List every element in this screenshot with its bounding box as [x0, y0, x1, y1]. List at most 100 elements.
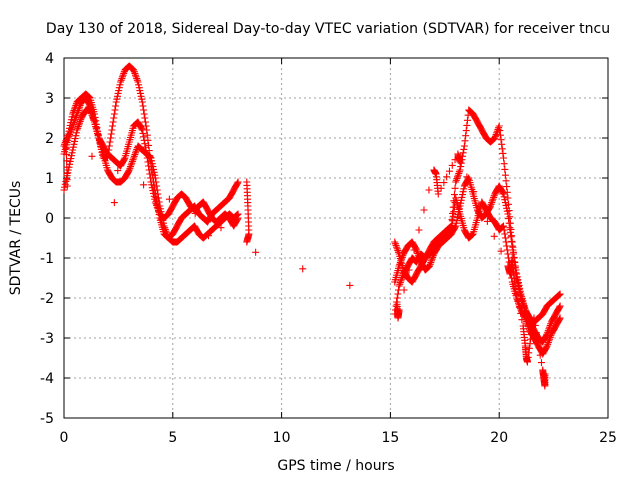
data-point	[437, 184, 445, 192]
data-point	[523, 358, 531, 366]
data-point	[131, 71, 139, 79]
y-tick-label: -4	[40, 371, 54, 387]
data-point	[130, 68, 138, 76]
data-point	[500, 222, 508, 230]
data-point	[141, 140, 149, 148]
data-point	[416, 255, 424, 263]
data-point	[515, 303, 523, 311]
data-point	[145, 166, 153, 174]
data-point	[153, 201, 161, 209]
data-point	[451, 184, 459, 192]
data-point	[126, 164, 134, 172]
data-point	[70, 119, 78, 127]
data-point	[252, 248, 260, 256]
data-point	[394, 247, 402, 255]
data-point	[143, 154, 151, 162]
data-point	[117, 76, 125, 84]
data-point	[498, 140, 506, 148]
data-point	[73, 126, 81, 134]
data-point	[144, 158, 152, 166]
data-point	[524, 313, 532, 321]
data-point	[108, 126, 116, 134]
data-point	[145, 141, 153, 149]
data-point	[505, 215, 513, 223]
data-point	[533, 329, 541, 337]
chart-title: Day 130 of 2018, Sidereal Day-to-day VTE…	[46, 21, 610, 37]
data-point	[495, 122, 503, 130]
data-point	[130, 154, 138, 162]
data-point	[555, 291, 563, 299]
data-point	[524, 353, 532, 361]
data-point	[62, 138, 70, 146]
data-point	[140, 136, 148, 144]
data-point	[452, 176, 460, 184]
data-point	[397, 257, 405, 265]
data-point	[543, 342, 551, 350]
data-point	[393, 243, 401, 251]
data-point	[394, 248, 402, 256]
data-point	[125, 166, 133, 174]
data-point	[153, 203, 161, 211]
grid-lines	[64, 58, 608, 418]
data-point	[525, 349, 533, 357]
series-track-f	[391, 174, 564, 346]
data-point	[531, 321, 539, 329]
data-point	[163, 231, 171, 239]
data-point	[544, 327, 552, 335]
data-point	[451, 223, 459, 231]
data-point	[160, 222, 168, 230]
data-point	[157, 215, 165, 223]
y-tick-label: 2	[45, 131, 54, 147]
data-point	[460, 142, 468, 150]
data-point	[146, 174, 154, 182]
data-point	[452, 178, 460, 186]
data-point	[138, 125, 146, 133]
data-point	[142, 122, 150, 130]
data-point	[556, 290, 564, 298]
data-point	[501, 230, 509, 238]
data-point	[63, 163, 71, 171]
data-point	[427, 257, 435, 265]
data-point	[504, 210, 512, 218]
data-point	[110, 114, 118, 122]
y-tick-label: -5	[40, 411, 54, 427]
data-point	[393, 245, 401, 253]
data-point	[74, 108, 82, 116]
data-point	[527, 335, 535, 343]
data-point	[145, 162, 153, 170]
series-track-c	[60, 94, 242, 230]
data-point	[556, 302, 564, 310]
data-point	[152, 200, 160, 208]
data-point	[534, 336, 542, 344]
data-point	[66, 129, 74, 137]
data-point	[111, 106, 119, 114]
data-point	[72, 112, 80, 120]
data-point	[140, 133, 148, 141]
data-point	[415, 226, 423, 234]
data-point	[428, 255, 436, 263]
data-point	[508, 242, 516, 250]
data-point	[512, 284, 520, 292]
data-point	[556, 314, 564, 322]
y-tick-label: -3	[40, 331, 54, 347]
data-point	[76, 117, 84, 125]
y-tick-label: -1	[40, 251, 54, 267]
data-point	[524, 315, 532, 323]
data-point	[400, 286, 408, 294]
data-point	[530, 314, 538, 322]
data-point	[395, 282, 403, 290]
data-point	[141, 143, 149, 151]
data-point	[234, 214, 242, 222]
data-point	[74, 107, 82, 115]
data-point	[450, 191, 458, 199]
data-point	[129, 156, 137, 164]
data-point	[457, 163, 465, 171]
data-point	[161, 225, 169, 233]
data-point	[128, 157, 136, 165]
data-point	[500, 154, 508, 162]
data-point	[67, 127, 75, 135]
data-point	[153, 186, 161, 194]
data-point	[454, 173, 462, 181]
data-point	[395, 262, 403, 270]
data-point	[546, 321, 554, 329]
